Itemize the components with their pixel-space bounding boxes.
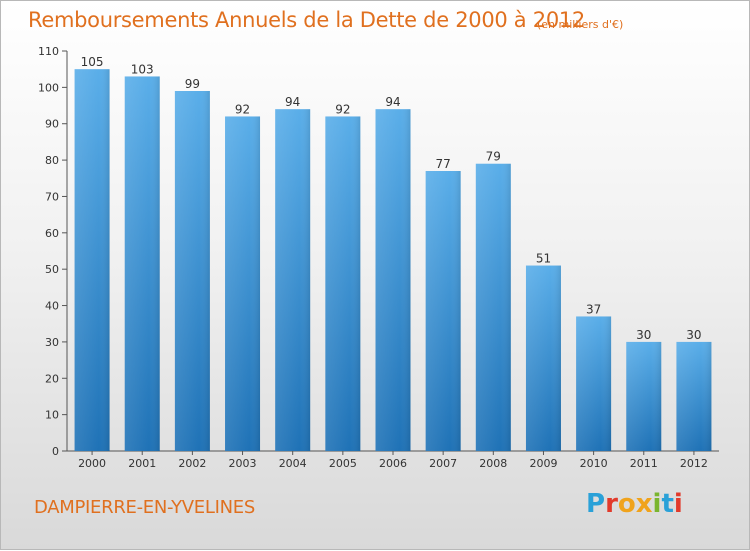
- y-tick-label: 0: [52, 445, 59, 458]
- data-label: 103: [131, 62, 154, 76]
- y-tick-label: 10: [45, 409, 59, 422]
- x-tick-label: 2011: [630, 457, 658, 470]
- y-tick-label: 90: [45, 118, 59, 131]
- x-tick-label: 2004: [279, 457, 307, 470]
- logo-letter: i: [652, 489, 662, 519]
- data-label: 30: [686, 328, 701, 342]
- city-name: DAMPIERRE-EN-YVELINES: [34, 497, 255, 518]
- x-tick-label: 2003: [229, 457, 257, 470]
- bar-shine: [225, 116, 261, 452]
- bar-shine: [425, 171, 461, 451]
- logo-letter: o: [617, 489, 636, 519]
- data-label: 92: [335, 102, 350, 116]
- bar-shine: [174, 91, 210, 451]
- bar-shine: [275, 109, 311, 451]
- labels-group: 2000 105 2001 103 2002 99 2003 92 2004 94 2005 92 20…: [78, 55, 708, 470]
- y-tick-label: 100: [38, 81, 59, 94]
- data-label: 51: [536, 252, 551, 266]
- y-tick-label: 60: [45, 227, 59, 240]
- bar-shine: [626, 341, 662, 451]
- logo-letter: i: [673, 489, 683, 519]
- data-label: 37: [586, 302, 601, 316]
- chart-title: Remboursements Annuels de la Dette de 20…: [28, 8, 585, 32]
- bar-shine: [525, 265, 561, 451]
- bars-group: [74, 69, 712, 452]
- x-tick-label: 2006: [379, 457, 407, 470]
- bar-shine: [375, 109, 411, 451]
- y-tick-label: 110: [38, 45, 59, 58]
- logo-letter: P: [586, 489, 606, 519]
- x-tick-label: 2009: [529, 457, 557, 470]
- y-tick-label: 50: [45, 263, 59, 276]
- y-tick-label: 80: [45, 154, 59, 167]
- bar-shine: [475, 163, 511, 451]
- logo-letter: x: [635, 489, 653, 519]
- y-tick-label: 40: [45, 300, 59, 313]
- data-label: 99: [185, 77, 200, 91]
- data-label: 92: [235, 102, 250, 116]
- x-tick-label: 2005: [329, 457, 357, 470]
- x-tick-label: 2008: [479, 457, 507, 470]
- data-label: 94: [385, 95, 400, 109]
- logo-letter: t: [661, 489, 674, 519]
- x-tick-label: 2012: [680, 457, 708, 470]
- proxiti-logo: Proxiti: [586, 489, 683, 519]
- y-tick-label: 70: [45, 190, 59, 203]
- x-tick-label: 2000: [78, 457, 106, 470]
- x-tick-label: 2002: [178, 457, 206, 470]
- y-tick-label: 30: [45, 336, 59, 349]
- y-tick-label: 20: [45, 372, 59, 385]
- data-label: 77: [436, 157, 451, 171]
- bar-shine: [74, 69, 110, 451]
- data-label: 30: [636, 328, 651, 342]
- x-tick-label: 2010: [580, 457, 608, 470]
- logo-letter: r: [605, 489, 618, 519]
- chart-subtitle: (en milliers d'€): [537, 18, 624, 31]
- bar-shine: [325, 116, 361, 452]
- data-label: 105: [81, 55, 104, 69]
- bar-shine: [676, 341, 712, 451]
- x-tick-label: 2001: [128, 457, 156, 470]
- x-tick-label: 2007: [429, 457, 457, 470]
- bar-shine: [576, 316, 612, 451]
- data-label: 94: [285, 95, 300, 109]
- bar-shine: [124, 76, 160, 452]
- data-label: 79: [486, 150, 501, 164]
